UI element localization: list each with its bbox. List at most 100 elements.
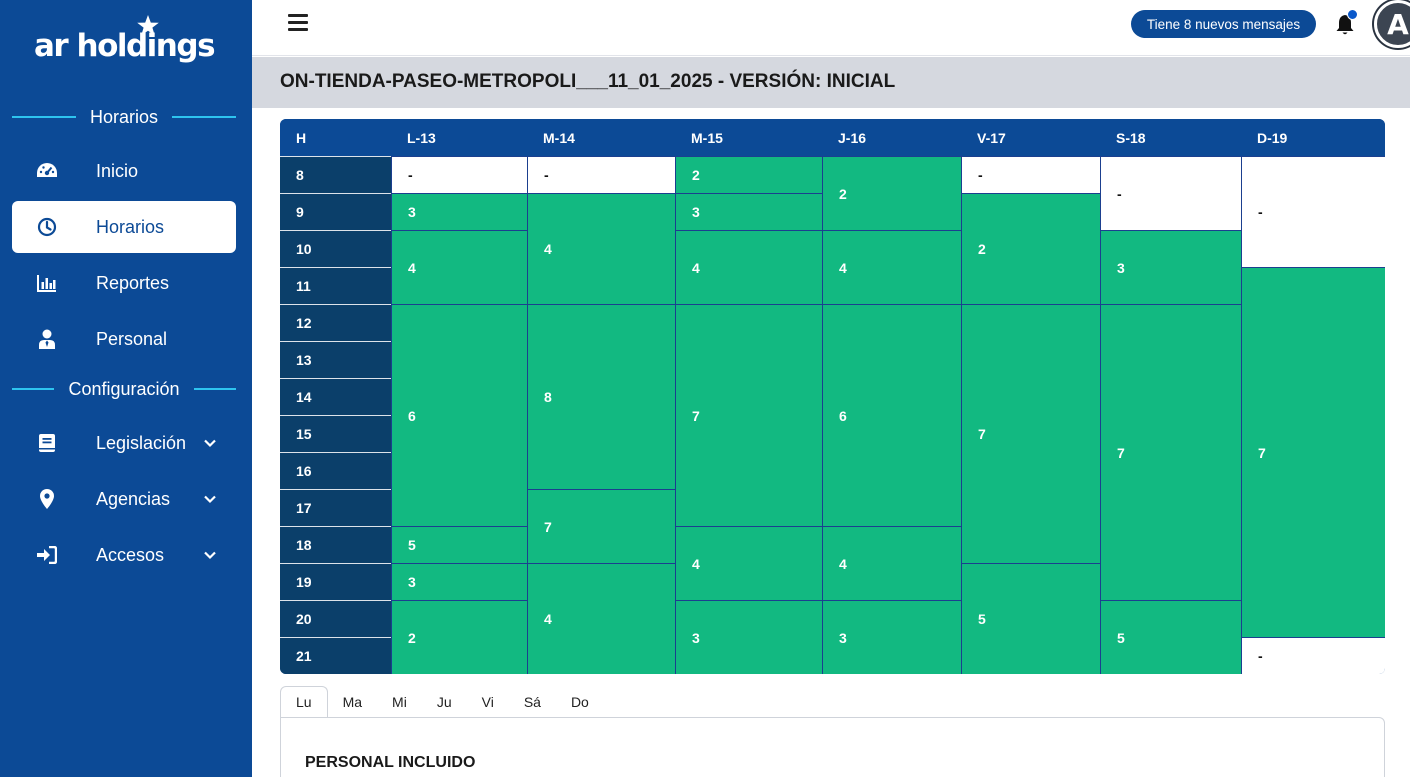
shift-block[interactable]: 2 <box>391 600 527 674</box>
hour-label: 20 <box>280 600 391 637</box>
shift-block[interactable]: 2 <box>675 156 822 193</box>
sidebar-item-legislacion[interactable]: Legislación <box>12 417 236 469</box>
shift-block[interactable]: 7 <box>1100 304 1241 600</box>
shift-block[interactable]: 5 <box>1100 600 1241 674</box>
top-bar: Tiene 8 nuevos mensajes A <box>252 0 1410 56</box>
sign-in-icon <box>34 544 60 566</box>
star-icon <box>137 15 159 36</box>
shift-block[interactable]: 7 <box>675 304 822 526</box>
chevron-down-icon <box>204 551 216 560</box>
shift-block[interactable]: 3 <box>391 193 527 230</box>
shift-block[interactable]: 7 <box>961 304 1100 563</box>
sidebar-item-label: Personal <box>96 328 168 349</box>
shift-block[interactable]: 7 <box>527 489 675 563</box>
sidebar-item-horarios[interactable]: Horarios <box>12 201 236 253</box>
notification-dot <box>1347 9 1358 20</box>
sidebar-item-label: Horarios <box>96 216 165 237</box>
shift-block[interactable]: 5 <box>391 526 527 563</box>
sidebar-item-accesos[interactable]: Accesos <box>12 529 236 581</box>
shift-block[interactable]: 4 <box>675 526 822 600</box>
menu-toggle-icon[interactable] <box>288 14 308 34</box>
shift-block[interactable]: 4 <box>391 230 527 304</box>
tab-day[interactable]: Sá <box>523 694 541 710</box>
shift-block[interactable]: 3 <box>675 600 822 674</box>
sidebar-item-label: Inicio <box>96 160 139 181</box>
shift-block[interactable]: 8 <box>527 304 675 489</box>
section-heading-configuracion: Configuración <box>12 377 237 401</box>
messages-button[interactable]: Tiene 8 nuevos mensajes <box>1131 10 1316 38</box>
shift-block[interactable]: 4 <box>822 526 961 600</box>
schedule-grid: H L-13 M-14 M-15 J-16 V-17 S-18 D-19 8 9 10 11 12 13 1… <box>280 119 1385 674</box>
day-column-header: S-18 <box>1100 119 1241 156</box>
bar-chart-icon <box>34 272 60 294</box>
empty-block[interactable]: - <box>961 156 1100 193</box>
hour-label: 15 <box>280 415 391 452</box>
page-title: ON-TIENDA-PASEO-METROPOLI___11_01_2025 -… <box>280 71 896 92</box>
shift-block[interactable]: 3 <box>1100 230 1241 304</box>
hour-label: 10 <box>280 230 391 267</box>
shift-block[interactable]: 4 <box>822 230 961 304</box>
hour-label: 13 <box>280 341 391 378</box>
tab-day[interactable]: Ma <box>342 694 363 710</box>
hour-label: 11 <box>280 267 391 304</box>
shift-block[interactable]: 6 <box>822 304 961 526</box>
day-column-header: M-15 <box>675 119 822 156</box>
brand-logo[interactable]: ar holdings <box>32 15 222 66</box>
tab-panel: PERSONAL INCLUIDO <box>280 717 1385 777</box>
shift-block[interactable]: 4 <box>527 563 675 674</box>
shift-block[interactable]: 6 <box>391 304 527 526</box>
chevron-down-icon <box>204 439 216 448</box>
shift-block[interactable]: 5 <box>961 563 1100 674</box>
brand-name: ar holdings <box>34 28 216 64</box>
clock-icon <box>34 216 60 238</box>
hour-label: 8 <box>280 156 391 193</box>
empty-block[interactable]: - <box>1241 637 1385 674</box>
empty-block[interactable]: - <box>527 156 675 193</box>
shift-block[interactable]: 3 <box>822 600 961 674</box>
shift-block[interactable]: 4 <box>675 230 822 304</box>
day-column-header: V-17 <box>961 119 1100 156</box>
hour-label: 21 <box>280 637 391 674</box>
hour-label: 19 <box>280 563 391 600</box>
hour-label: 12 <box>280 304 391 341</box>
map-pin-icon <box>34 488 60 510</box>
shift-block[interactable]: 2 <box>961 193 1100 304</box>
sidebar-item-inicio[interactable]: Inicio <box>12 145 236 197</box>
shift-block[interactable]: 7 <box>1241 267 1385 637</box>
hour-column-header: H <box>280 119 391 156</box>
sidebar-item-agencias[interactable]: Agencias <box>12 473 236 525</box>
hour-label: 14 <box>280 378 391 415</box>
day-column-header: J-16 <box>822 119 961 156</box>
shift-block[interactable]: 3 <box>391 563 527 600</box>
tab-day[interactable]: Ju <box>436 694 452 710</box>
tab-day[interactable]: Do <box>570 694 589 710</box>
title-band: ON-TIENDA-PASEO-METROPOLI___11_01_2025 -… <box>252 57 1410 108</box>
empty-block[interactable]: - <box>1100 156 1241 230</box>
empty-block[interactable]: - <box>1241 156 1385 267</box>
tab-day[interactable]: Vi <box>481 694 494 710</box>
dashboard-gauge-icon <box>34 160 60 182</box>
hour-label: 18 <box>280 526 391 563</box>
hour-label: 17 <box>280 489 391 526</box>
tab-day[interactable]: Lu <box>280 686 328 718</box>
shift-block[interactable]: 4 <box>527 193 675 304</box>
sidebar-item-label: Agencias <box>96 488 171 509</box>
shift-block[interactable]: 2 <box>822 156 961 230</box>
shift-block[interactable]: 3 <box>675 193 822 230</box>
panel-title: PERSONAL INCLUIDO <box>305 754 476 771</box>
chevron-down-icon <box>204 495 216 504</box>
hour-label: 16 <box>280 452 391 489</box>
tab-day[interactable]: Mi <box>392 694 407 710</box>
day-column-header: M-14 <box>527 119 675 156</box>
day-tabs: Lu Ma Mi Ju Vi Sá Do <box>280 686 604 718</box>
sidebar-item-label: Legislación <box>96 432 187 453</box>
day-column-header: L-13 <box>391 119 527 156</box>
sidebar: ar holdings Horarios Inicio Horarios Rep… <box>0 0 252 777</box>
sidebar-item-personal[interactable]: Personal <box>12 313 236 365</box>
book-icon <box>34 432 60 454</box>
avatar[interactable]: A <box>1374 0 1410 48</box>
sidebar-item-label: Accesos <box>96 544 165 565</box>
user-tie-icon <box>34 328 60 350</box>
empty-block[interactable]: - <box>391 156 527 193</box>
sidebar-item-reportes[interactable]: Reportes <box>12 257 236 309</box>
